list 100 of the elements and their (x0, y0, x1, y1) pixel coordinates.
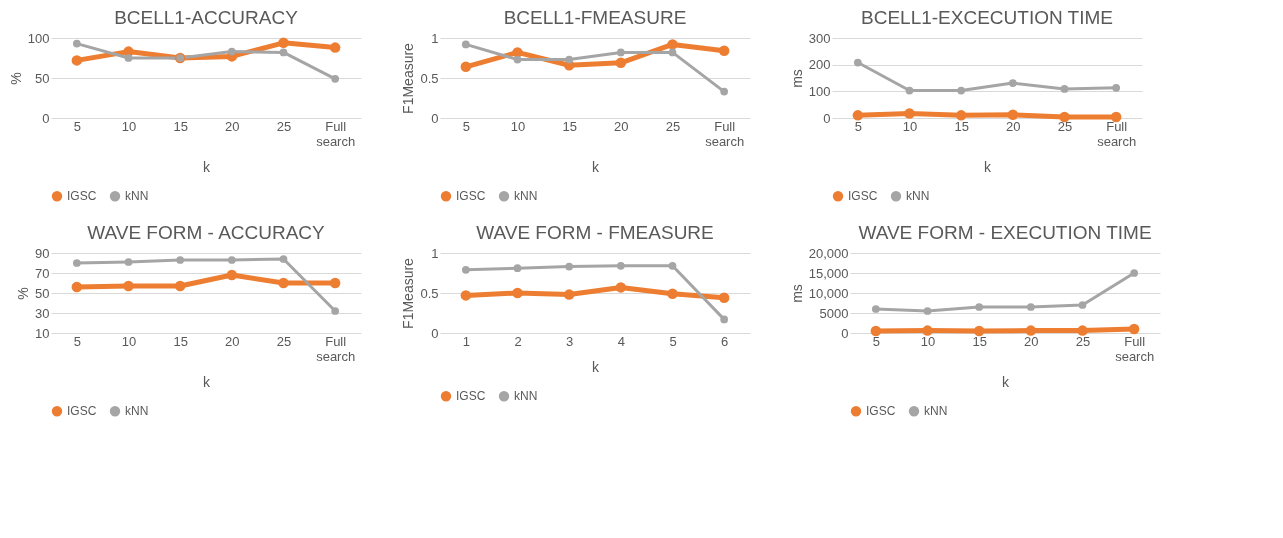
x-tick-label: 6 (721, 333, 729, 349)
point (720, 315, 729, 324)
y-tick-label: 0.5 (420, 285, 439, 301)
point (616, 48, 625, 57)
point (904, 108, 915, 119)
point (923, 307, 932, 315)
y-axis-title: F1Measure (400, 257, 417, 329)
x-tick-label: 15 (562, 118, 577, 134)
legend-label: kNN (125, 404, 149, 419)
y-tick-label: 5000 (819, 305, 849, 321)
y-tick-label: 0 (823, 110, 831, 126)
point (973, 325, 985, 337)
point (1128, 323, 1140, 335)
point (278, 37, 289, 49)
y-tick-label: 1 (431, 245, 439, 261)
chart-title: BCELL1-EXCECUTION TIME (861, 7, 1113, 28)
chart-title: BCELL1-ACCURACY (114, 7, 299, 28)
chart-title: WAVE FORM - EXECUTION TIME (858, 222, 1152, 243)
x-tick-label: 3 (566, 333, 574, 349)
legend-label: kNN (514, 189, 538, 204)
point (668, 261, 677, 270)
point (563, 289, 575, 300)
x-tick-label: 20 (225, 333, 240, 349)
y-tick-label: 0 (431, 110, 439, 126)
x-tick-label: 20 (1006, 118, 1021, 134)
x-tick-label: 5 (669, 333, 677, 349)
x-tick-label: Full search (705, 118, 745, 149)
x-tick-label: 2 (514, 333, 522, 349)
point (870, 325, 882, 337)
point (331, 307, 340, 315)
point (123, 280, 134, 292)
y-axis-title: % (15, 287, 32, 300)
legend-label: IGSC (456, 189, 486, 204)
x-tick-label: 10 (121, 333, 137, 349)
x-tick-label: Full search (316, 333, 356, 364)
point (975, 303, 984, 311)
x-axis-title: k (1002, 373, 1010, 390)
point (460, 290, 472, 301)
point (1059, 111, 1070, 123)
legend-label: IGSC (67, 404, 97, 419)
chart-title: WAVE FORM - FMEASURE (476, 222, 714, 243)
x-tick-label: 15 (954, 118, 969, 134)
x-tick-label: 25 (276, 118, 292, 134)
y-tick-label: 0 (841, 325, 849, 341)
point (71, 55, 83, 66)
legend-label: IGSC (848, 189, 878, 204)
legend-label: IGSC (456, 389, 486, 404)
x-tick-label: 15 (972, 333, 987, 349)
x-tick-label: 5 (73, 118, 81, 134)
point (124, 54, 133, 62)
x-axis-title: k (984, 158, 992, 175)
y-axis-title: % (7, 72, 24, 85)
point (227, 256, 236, 264)
y-tick-label: 100 (808, 83, 831, 99)
x-tick-label: 5 (73, 333, 81, 349)
point (1008, 79, 1017, 87)
point (922, 325, 933, 336)
y-tick-label: 200 (808, 57, 831, 73)
y-tick-label: 100 (27, 30, 50, 46)
x-tick-label: 25 (1057, 118, 1073, 134)
point (957, 86, 966, 95)
point (1110, 111, 1122, 123)
point (1078, 301, 1087, 309)
point (615, 57, 627, 69)
x-tick-label: 20 (614, 118, 629, 134)
legend-label: kNN (906, 189, 930, 204)
point (871, 305, 880, 313)
x-tick-label: 10 (920, 333, 936, 349)
x-tick-label: 25 (276, 333, 292, 349)
point (955, 110, 967, 121)
point (1025, 325, 1037, 336)
legend-label: kNN (514, 389, 538, 404)
chart-title: BCELL1-FMEASURE (503, 7, 687, 28)
x-axis-title: k (592, 158, 600, 175)
x-tick-label: Full search (1097, 118, 1137, 149)
point (512, 287, 523, 299)
y-tick-label: 70 (35, 265, 50, 281)
point (718, 45, 730, 57)
legend-label: kNN (924, 404, 948, 419)
point (279, 255, 288, 263)
point (905, 86, 914, 95)
point (513, 55, 522, 64)
x-axis-title: k (203, 373, 211, 390)
x-tick-label: 5 (462, 118, 470, 134)
y-tick-label: 50 (35, 285, 50, 301)
point (226, 269, 238, 281)
x-tick-label: 20 (225, 118, 240, 134)
point (71, 281, 83, 293)
point (513, 264, 522, 273)
y-axis-title: ms (788, 284, 805, 303)
x-axis-title: k (203, 158, 211, 175)
x-tick-label: 5 (872, 333, 880, 349)
point (616, 261, 625, 270)
point (718, 292, 730, 304)
x-tick-label: 10 (510, 118, 526, 134)
y-tick-label: 0.5 (420, 70, 439, 86)
y-tick-label: 0 (42, 110, 50, 126)
x-tick-label: 15 (173, 333, 188, 349)
y-axis-title: ms (788, 69, 805, 88)
y-tick-label: 20,000 (808, 245, 849, 261)
